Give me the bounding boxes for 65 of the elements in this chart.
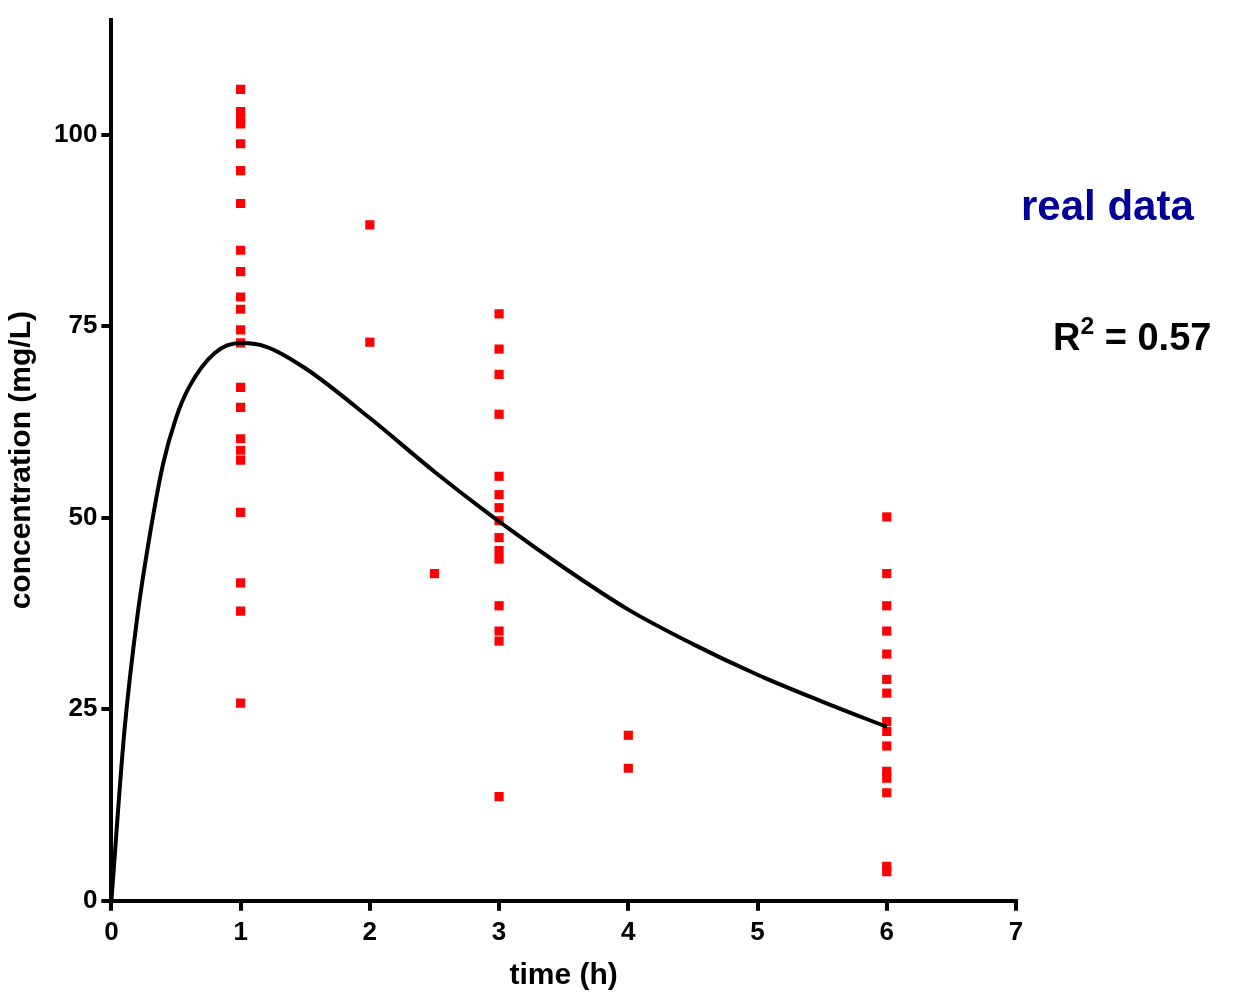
point (494, 490, 504, 500)
point (494, 546, 504, 556)
point (882, 867, 892, 877)
point (236, 304, 246, 314)
point (236, 84, 246, 94)
point (365, 337, 375, 347)
point (236, 267, 246, 277)
x-tick-label: 6 (879, 915, 894, 946)
x-tick-label: 1 (233, 915, 248, 946)
point (494, 554, 504, 564)
point (236, 119, 246, 129)
point (236, 139, 246, 149)
point (494, 369, 504, 379)
point (236, 402, 246, 412)
point (236, 507, 246, 517)
point (494, 791, 504, 802)
point (236, 606, 246, 616)
x-tick-label: 5 (750, 915, 765, 946)
point (494, 344, 504, 354)
point (882, 649, 892, 659)
x-tick-label: 3 (491, 915, 507, 946)
point (236, 578, 246, 588)
point (623, 763, 633, 773)
point (494, 601, 504, 611)
point (236, 445, 246, 455)
point (236, 292, 246, 302)
point (494, 636, 504, 646)
x-tick-label: 0 (104, 915, 119, 946)
point (882, 601, 892, 611)
point (494, 471, 504, 481)
y-tick-label: 75 (68, 309, 98, 340)
y-tick-label: 50 (68, 500, 98, 531)
x-tick-label: 4 (621, 915, 637, 946)
point (882, 569, 892, 579)
point (429, 569, 440, 579)
point (494, 533, 504, 543)
point (236, 434, 246, 444)
x-tick-label: 7 (1008, 915, 1024, 946)
point (882, 674, 892, 684)
point (365, 220, 375, 230)
point (236, 245, 246, 255)
point (494, 503, 504, 513)
point (494, 626, 504, 636)
x-tick-label: 2 (362, 915, 378, 946)
point (882, 773, 892, 783)
point (236, 165, 246, 176)
point (236, 455, 246, 465)
point (882, 688, 892, 698)
point (236, 382, 246, 392)
point (236, 198, 246, 209)
text: real data (1021, 181, 1195, 229)
y-axis-title: concentration (mg/L) (3, 311, 37, 610)
y-tick-label: 0 (82, 883, 98, 914)
point (623, 730, 633, 740)
point (236, 325, 246, 335)
point (882, 741, 892, 751)
point (494, 309, 504, 319)
y-tick-label: 100 (53, 117, 98, 148)
point (494, 409, 504, 419)
point (882, 626, 892, 636)
point (882, 512, 892, 522)
point (882, 788, 892, 798)
point (236, 698, 246, 708)
x-axis-title: time (h) (509, 957, 618, 991)
y-tick-label: 25 (68, 692, 98, 723)
